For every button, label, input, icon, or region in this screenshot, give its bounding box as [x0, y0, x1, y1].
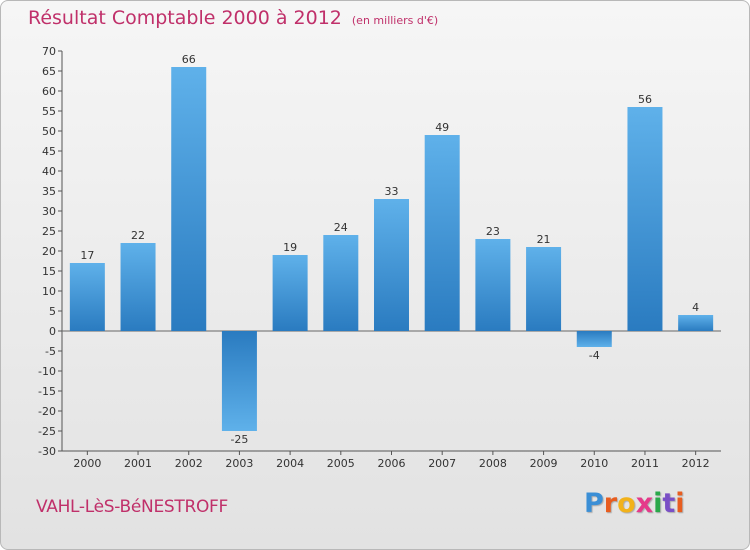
x-tick-label-2002: 2002 — [175, 457, 203, 470]
y-tick-label: -30 — [38, 445, 56, 458]
y-tick-label: 30 — [42, 205, 56, 218]
bar-2000 — [69, 263, 105, 331]
data-label-2009: 21 — [537, 233, 551, 246]
y-tick-label: 40 — [42, 165, 56, 178]
logo-letter: P — [584, 488, 604, 519]
chart-title-text: Résultat Comptable 2000 à 2012 — [28, 7, 342, 29]
bar-2012 — [678, 315, 714, 331]
x-tick-label-2001: 2001 — [124, 457, 152, 470]
bar-2011 — [627, 107, 663, 331]
bar-2007 — [424, 135, 460, 331]
x-tick-label-2010: 2010 — [580, 457, 608, 470]
x-tick-label-2012: 2012 — [682, 457, 710, 470]
logo-letter: t — [662, 488, 676, 519]
bar-2010 — [576, 331, 612, 347]
bar-2006 — [374, 199, 409, 331]
logo-letter: i — [675, 488, 685, 519]
y-tick-label: -5 — [45, 345, 56, 358]
y-tick-label: 70 — [42, 45, 56, 58]
y-tick-label: 0 — [49, 325, 56, 338]
data-label-2011: 56 — [638, 93, 652, 106]
y-tick-label: -25 — [38, 425, 56, 438]
logo-letter: i — [653, 488, 663, 519]
data-label-2007: 49 — [435, 121, 449, 134]
y-tick-label: 10 — [42, 285, 56, 298]
data-label-2003: -25 — [230, 433, 248, 446]
x-tick-label-2006: 2006 — [378, 457, 406, 470]
y-tick-label: 45 — [42, 145, 56, 158]
logo-letter: x — [635, 488, 654, 519]
y-tick-label: -15 — [38, 385, 56, 398]
data-label-2002: 66 — [182, 53, 196, 66]
data-label-2000: 17 — [80, 249, 94, 262]
y-tick-label: 65 — [42, 65, 56, 78]
y-tick-label: -10 — [38, 365, 56, 378]
x-tick-label-2007: 2007 — [428, 457, 456, 470]
x-tick-label-2008: 2008 — [479, 457, 507, 470]
y-tick-label: 60 — [42, 85, 56, 98]
data-label-2006: 33 — [385, 185, 399, 198]
data-label-2001: 22 — [131, 229, 145, 242]
bar-2001 — [120, 243, 156, 331]
proxiti-logo: Proxiti — [584, 488, 685, 519]
data-label-2012: 4 — [692, 301, 699, 314]
y-tick-label: 50 — [42, 125, 56, 138]
x-tick-label-2009: 2009 — [530, 457, 558, 470]
data-label-2010: -4 — [589, 349, 600, 362]
chart-subtitle: (en milliers d'€) — [351, 14, 439, 27]
chart-title: Résultat Comptable 2000 à 2012 (en millie… — [28, 7, 438, 29]
bar-2008 — [475, 239, 511, 331]
y-tick-label: 35 — [42, 185, 56, 198]
x-tick-label-2011: 2011 — [631, 457, 659, 470]
bar-2003 — [221, 331, 257, 431]
city-name: VAHL-LèS-BéNESTROFF — [36, 497, 229, 517]
bar-2002 — [171, 67, 207, 331]
x-tick-label-2000: 2000 — [73, 457, 101, 470]
x-tick-label-2004: 2004 — [276, 457, 304, 470]
data-label-2008: 23 — [486, 225, 500, 238]
logo-letter: o — [617, 488, 636, 519]
bar-2004 — [272, 255, 308, 331]
bar-2005 — [323, 235, 359, 331]
y-tick-label: 25 — [42, 225, 56, 238]
x-tick-label-2005: 2005 — [327, 457, 355, 470]
x-tick-label-2003: 2003 — [225, 457, 253, 470]
logo-letter: r — [603, 488, 618, 519]
y-tick-label: 55 — [42, 105, 56, 118]
bar-2009 — [526, 247, 562, 331]
data-label-2005: 24 — [334, 221, 348, 234]
y-tick-label: 5 — [49, 305, 56, 318]
y-tick-label: -20 — [38, 405, 56, 418]
y-tick-label: 20 — [42, 245, 56, 258]
y-tick-label: 15 — [42, 265, 56, 278]
data-label-2004: 19 — [283, 241, 297, 254]
